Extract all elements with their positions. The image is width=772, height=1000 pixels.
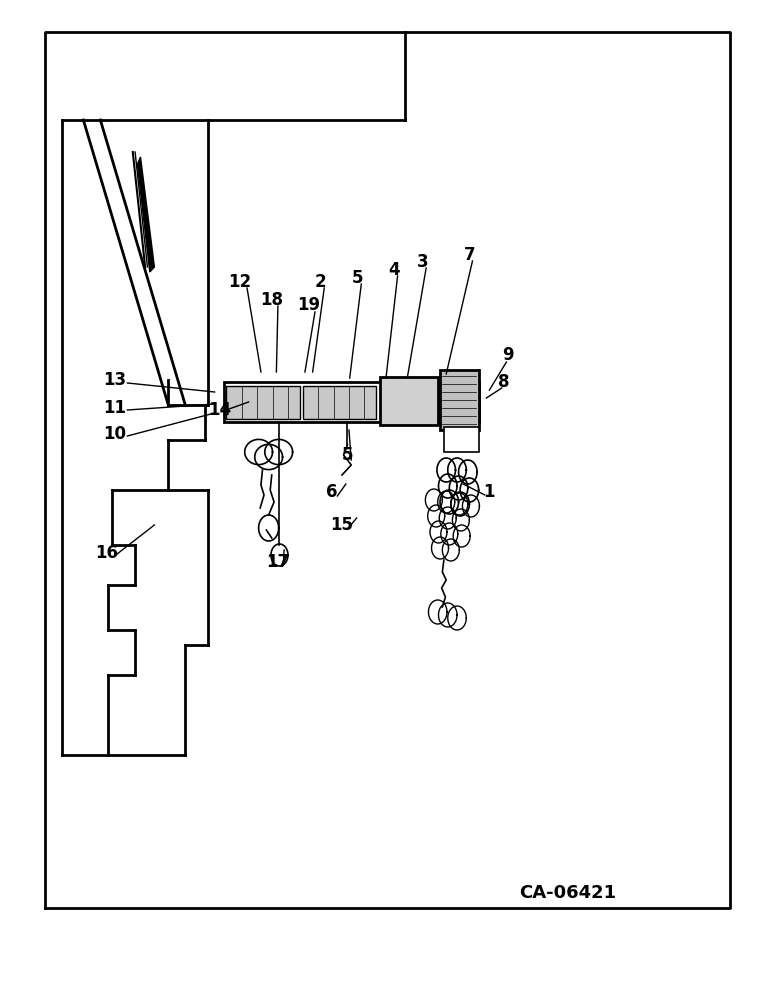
Polygon shape [137, 157, 154, 272]
Text: 8: 8 [499, 373, 510, 391]
Text: 3: 3 [417, 253, 429, 271]
Text: 5: 5 [342, 446, 353, 464]
Text: 4: 4 [388, 261, 400, 279]
Text: 10: 10 [103, 425, 126, 443]
Bar [303, 386, 376, 419]
Text: 2: 2 [314, 273, 327, 291]
Text: 6: 6 [327, 483, 337, 501]
Text: 16: 16 [95, 544, 118, 562]
Text: 15: 15 [330, 516, 354, 534]
Text: CA-06421: CA-06421 [519, 884, 616, 902]
Bar [444, 427, 479, 452]
Text: 9: 9 [502, 346, 514, 364]
Bar [440, 370, 479, 430]
Text: 5: 5 [352, 269, 363, 287]
Bar [224, 382, 479, 422]
Bar [380, 377, 438, 425]
Bar [226, 386, 300, 419]
Text: 12: 12 [228, 273, 251, 291]
Text: 1: 1 [483, 483, 494, 501]
Text: 14: 14 [208, 401, 232, 419]
Text: 19: 19 [297, 296, 320, 314]
Text: 18: 18 [260, 291, 283, 309]
Text: 17: 17 [266, 553, 290, 571]
Text: 11: 11 [103, 399, 126, 417]
Text: 7: 7 [463, 246, 476, 264]
Text: 13: 13 [103, 371, 126, 389]
